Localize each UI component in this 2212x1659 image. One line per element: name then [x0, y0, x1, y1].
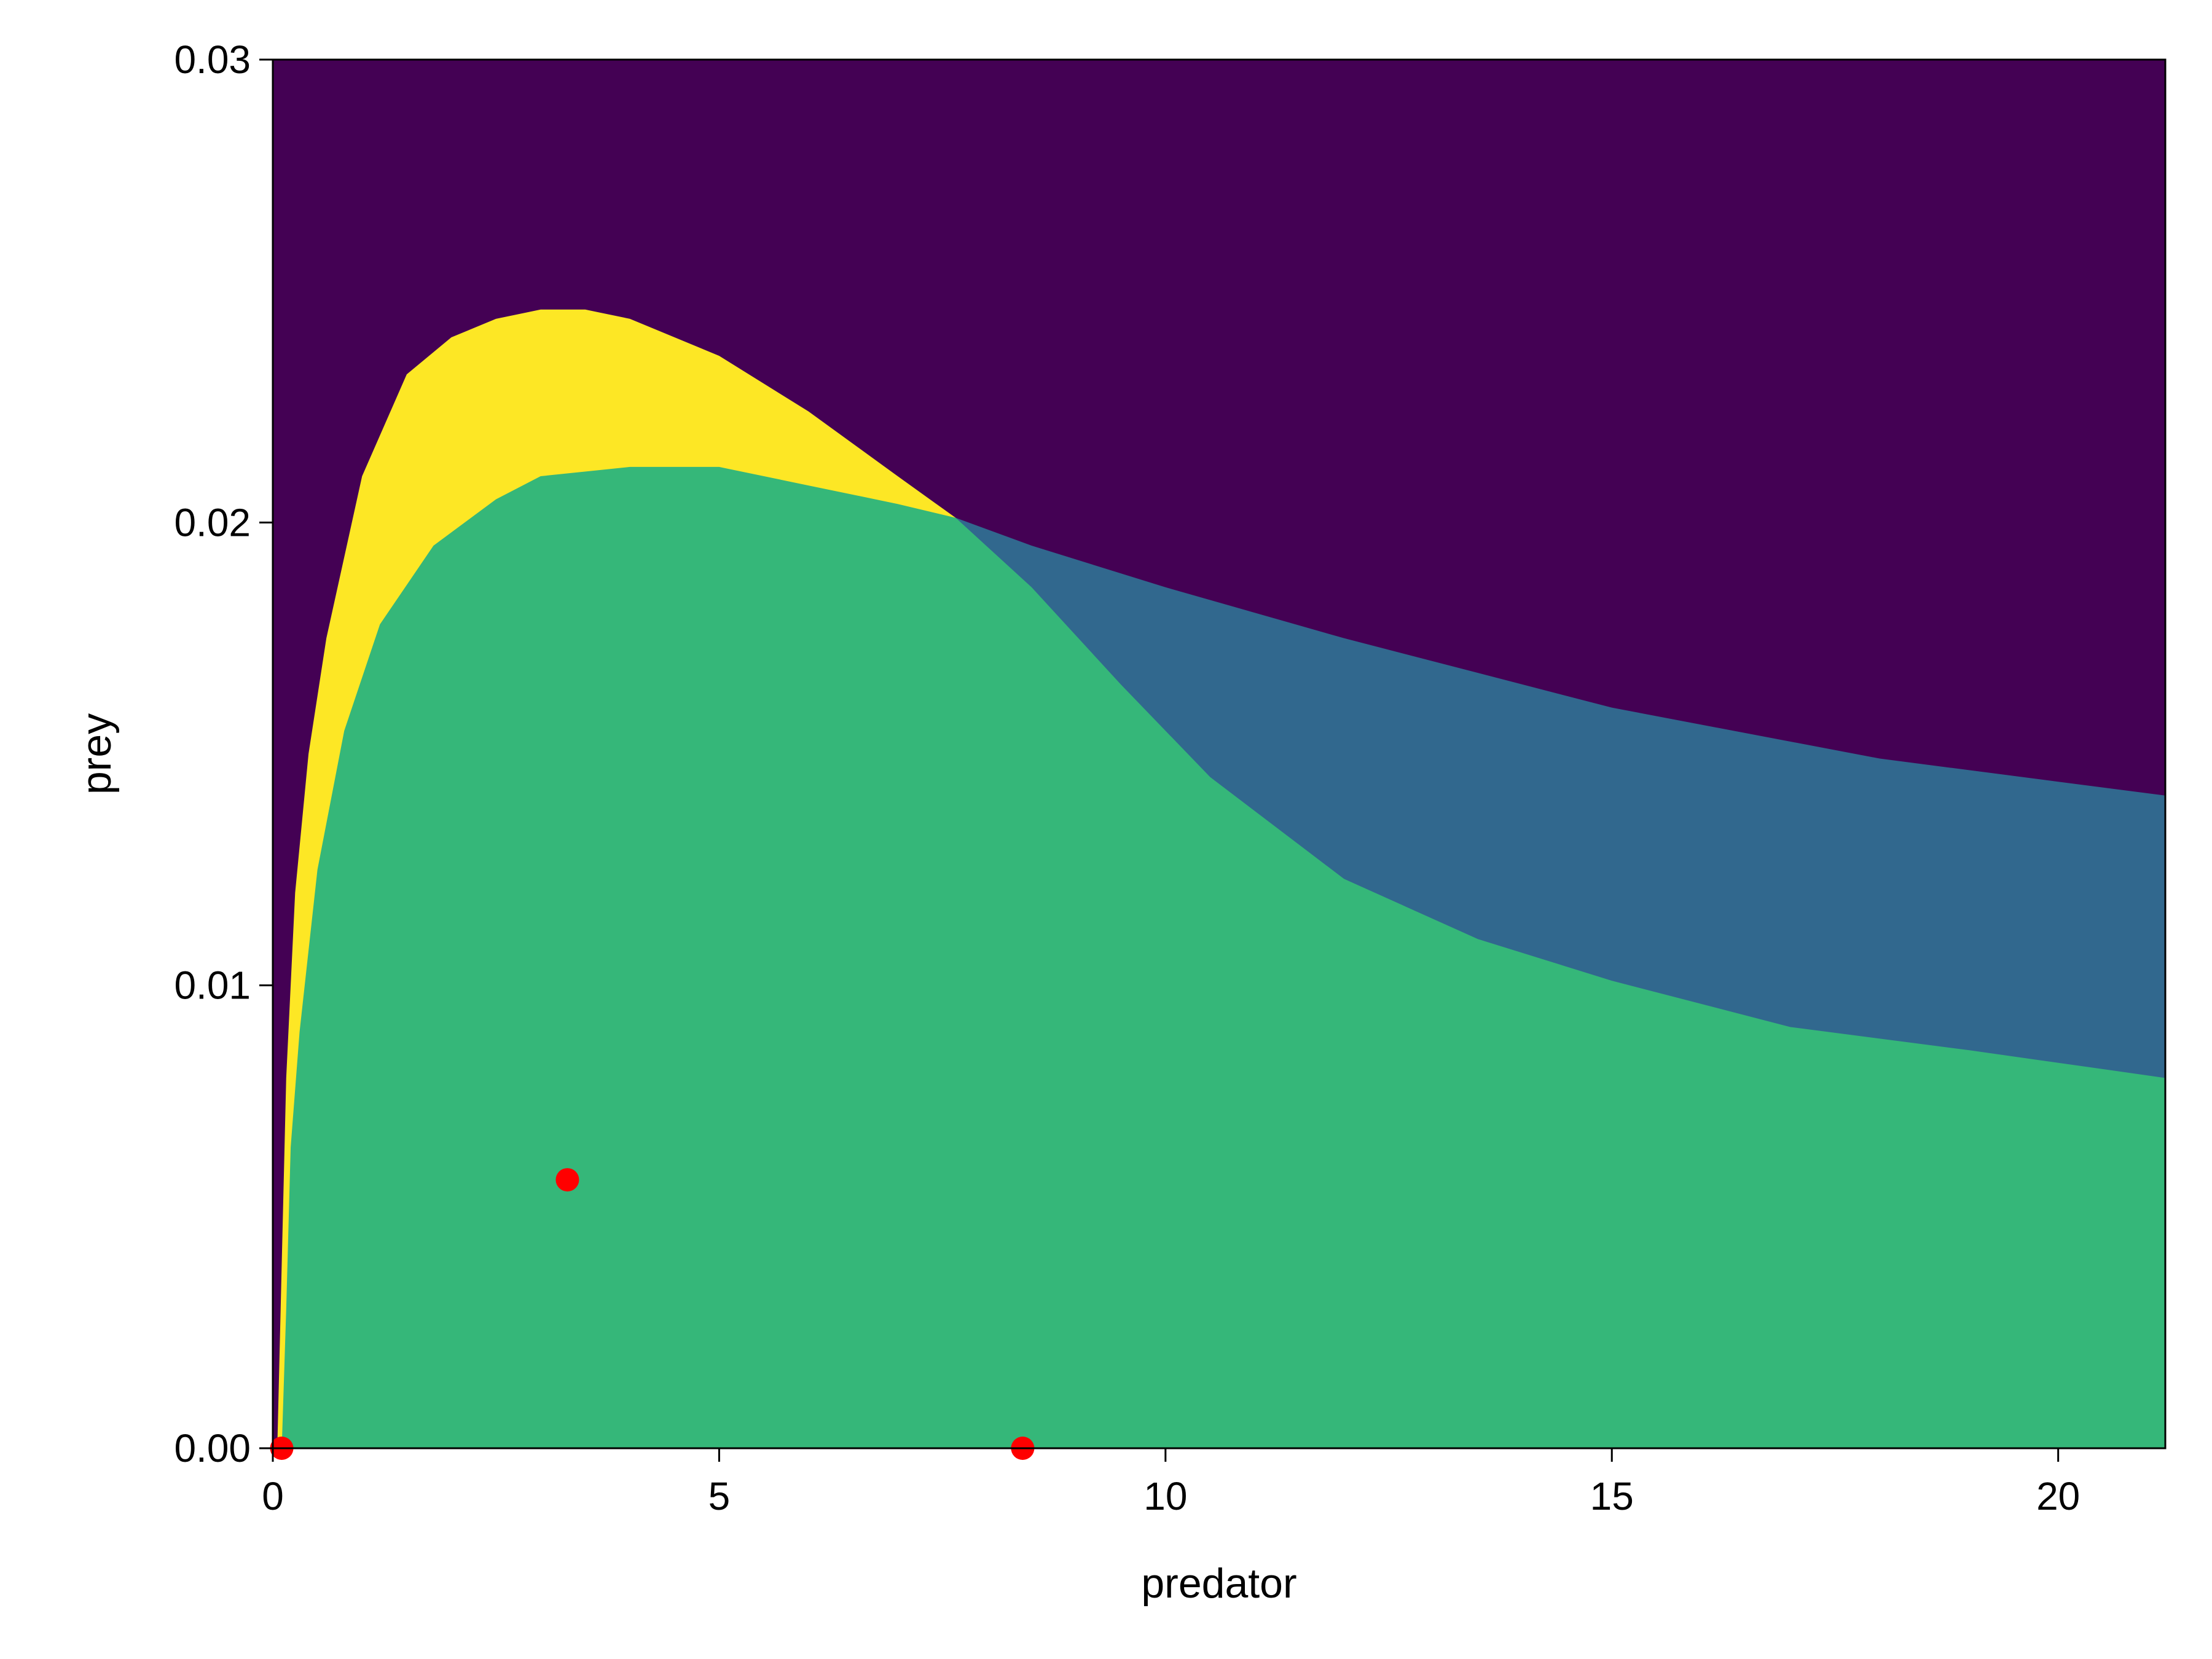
- region-green: [281, 466, 2165, 1448]
- x-axis: 0 5 10 15 20: [262, 1448, 2080, 1518]
- x-axis-label: predator: [1141, 1560, 1296, 1607]
- points-layer: [270, 1168, 1035, 1460]
- y-tick-label: 0.00: [174, 1426, 251, 1470]
- y-tick-label: 0.02: [174, 500, 251, 544]
- x-tick-label: 15: [1590, 1474, 1634, 1518]
- y-axis-label: prey: [73, 713, 120, 794]
- x-tick-label: 5: [708, 1474, 731, 1518]
- data-point: [555, 1168, 579, 1192]
- x-tick-label: 10: [1143, 1474, 1187, 1518]
- region-layer: [277, 309, 2165, 1448]
- x-tick-label: 0: [262, 1474, 284, 1518]
- y-tick-label: 0.03: [174, 37, 251, 82]
- plot-frame: [272, 58, 2167, 1449]
- y-axis: 0.00 0.01 0.02 0.03: [174, 37, 273, 1470]
- y-tick-label: 0.01: [174, 963, 251, 1008]
- x-tick-label: 20: [2036, 1474, 2080, 1518]
